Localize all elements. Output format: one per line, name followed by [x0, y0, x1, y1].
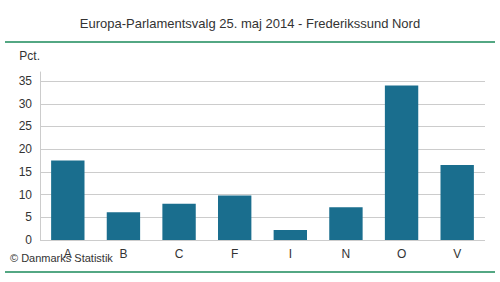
- svg-text:20: 20: [19, 142, 33, 156]
- svg-text:Pct.: Pct.: [19, 49, 40, 63]
- svg-text:10: 10: [19, 188, 33, 202]
- svg-text:N: N: [342, 247, 351, 261]
- svg-text:© Danmarks Statistik: © Danmarks Statistik: [10, 252, 113, 264]
- svg-text:C: C: [175, 247, 184, 261]
- svg-text:F: F: [231, 247, 238, 261]
- svg-text:35: 35: [19, 74, 33, 88]
- svg-text:15: 15: [19, 165, 33, 179]
- svg-text:O: O: [397, 247, 406, 261]
- svg-text:B: B: [119, 247, 127, 261]
- svg-text:25: 25: [19, 119, 33, 133]
- svg-text:0: 0: [25, 233, 32, 247]
- svg-text:I: I: [289, 247, 292, 261]
- svg-text:V: V: [453, 247, 461, 261]
- svg-text:Europa-Parlamentsvalg 25. maj: Europa-Parlamentsvalg 25. maj 2014 - Fre…: [80, 16, 420, 31]
- svg-text:5: 5: [25, 210, 32, 224]
- svg-text:30: 30: [19, 97, 33, 111]
- svg-text:A: A: [64, 247, 72, 261]
